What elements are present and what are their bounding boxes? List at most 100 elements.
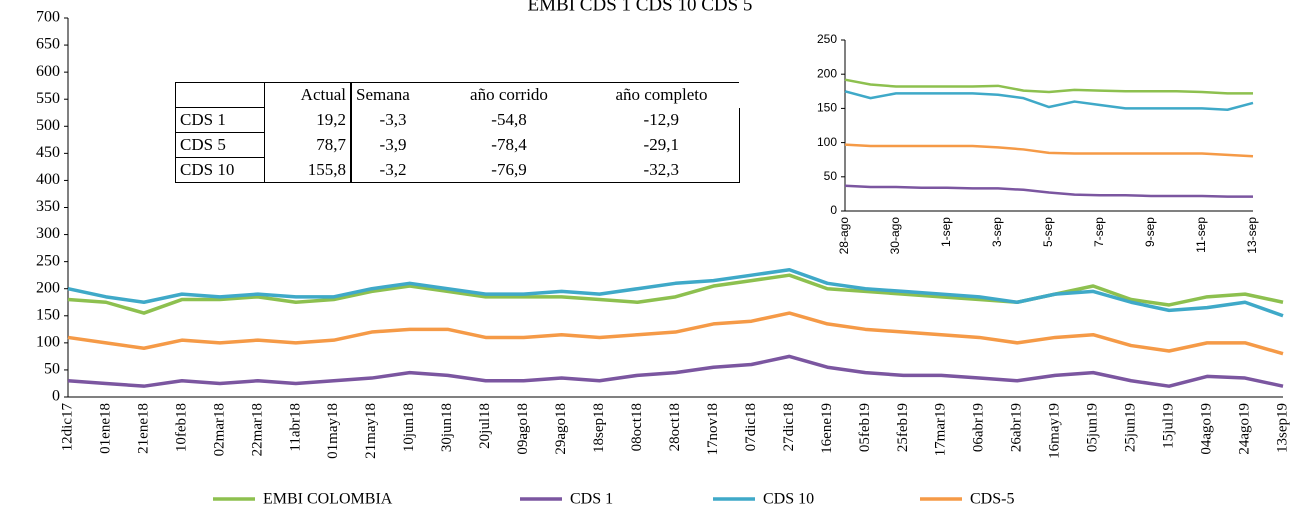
table-row: CDS 10 155,8 -3,2 -76,9 -32,3 — [175, 157, 740, 183]
legend-label: CDS 10 — [763, 491, 814, 508]
table-row: CDS 1 19,2 -3,3 -54,8 -12,9 — [175, 107, 740, 133]
summary-table: Actual Semana año corrido año completo CDS 1… — [175, 82, 740, 183]
series-line — [67, 354, 1284, 388]
table-cell: -76,9 — [434, 157, 584, 183]
y-tick-label: 250 — [36, 252, 60, 269]
table-cell: 78,7 — [316, 135, 346, 154]
table-cell: -32,3 — [584, 157, 740, 183]
x-tick-label: 7-sep — [1092, 217, 1106, 247]
chart-title: EMBI CDS 1 CDS 10 CDS 5 — [528, 0, 753, 15]
inset-chart: 0 50 100 150 200 250 28-ago 30-ago 1-sep 3-sep 5-s… — [817, 32, 1259, 254]
series-line — [844, 143, 1254, 158]
y-tick-label: 200 — [817, 66, 837, 80]
x-tick-label: 1-sep — [939, 217, 953, 247]
x-tick-label: 9-sep — [1143, 217, 1157, 247]
y-tick-label: 150 — [817, 101, 837, 115]
x-tick-label: 17mar19 — [933, 403, 949, 456]
x-tick-label: 08oct18 — [629, 403, 645, 451]
x-tick-label: 21may18 — [363, 403, 379, 459]
x-tick-label: 29ago18 — [553, 403, 569, 455]
x-tick-label: 3-sep — [990, 217, 1004, 247]
x-tick-label: 04ago19 — [1199, 403, 1215, 455]
y-tick-label: 50 — [824, 169, 838, 183]
x-tick-label: 16may19 — [1047, 403, 1063, 459]
table-cell: -3,9 — [350, 132, 434, 158]
y-tick-label: 0 — [52, 388, 60, 405]
table-cell: CDS 1 — [175, 107, 265, 133]
x-tick-label: 10jun18 — [401, 403, 417, 452]
x-tick-label: 28-ago — [837, 217, 851, 255]
x-tick-label: 09ago18 — [515, 403, 531, 455]
x-tick-label: 30jun18 — [439, 403, 455, 452]
series-line — [844, 90, 1254, 112]
x-tick-label: 28oct18 — [667, 403, 683, 451]
main-chart: 0501001502002503003504004505005506006507… — [36, 9, 1290, 508]
y-tick-label: 200 — [36, 279, 60, 296]
y-tick-label: 400 — [36, 171, 60, 188]
table-cell: -29,1 — [584, 132, 740, 158]
x-tick-label: 06abr19 — [971, 403, 987, 452]
x-tick-label: 07dic18 — [743, 403, 759, 451]
x-tick-label: 5-sep — [1041, 217, 1055, 247]
y-tick-label: 450 — [36, 144, 60, 161]
table-cell: -12,9 — [584, 107, 740, 133]
x-tick-label: 05feb19 — [857, 403, 873, 452]
y-tick-label: 650 — [36, 36, 60, 53]
x-tick-label: 02mar18 — [211, 403, 227, 456]
table-row: CDS 5 78,7 -3,9 -78,4 -29,1 — [175, 132, 740, 158]
table-cell: -3,2 — [350, 157, 434, 183]
table-cell: CDS 5 — [175, 132, 265, 158]
x-tick-label: 15jul19 — [1161, 403, 1177, 449]
x-tick-label: 13-sep — [1245, 217, 1259, 254]
x-tick-label: 26abr19 — [1009, 403, 1025, 452]
table-cell: 19,2 — [316, 110, 346, 129]
series-line — [67, 311, 1284, 356]
table-cell: Semana — [350, 82, 434, 108]
series-line — [844, 78, 1253, 95]
legend-label: CDS 1 — [570, 491, 613, 508]
table-cell: -78,4 — [491, 135, 527, 154]
x-tick-label: 24ago19 — [1236, 403, 1252, 455]
x-tick-label: 16ene19 — [819, 403, 835, 454]
x-tick-label: 18sep18 — [591, 403, 607, 453]
x-tick-label: 25feb19 — [895, 403, 911, 452]
y-tick-label: 600 — [36, 63, 60, 80]
y-tick-label: 550 — [36, 90, 60, 107]
x-tick-label: 01may18 — [325, 403, 341, 459]
table-cell: año corrido — [434, 82, 584, 108]
series-line — [67, 273, 1284, 315]
x-tick-label: 10feb18 — [173, 403, 189, 452]
header-row: Actual Semana año corrido año completo — [175, 82, 739, 108]
x-tick-label: 05jun19 — [1085, 403, 1101, 452]
x-tick-label: 17nov18 — [705, 403, 721, 456]
y-tick-label: 300 — [36, 225, 60, 242]
x-tick-label: 21ene18 — [135, 403, 151, 454]
y-tick-label: 350 — [36, 198, 60, 215]
y-tick-label: 500 — [36, 117, 60, 134]
x-tick-label: 13sep19 — [1274, 403, 1290, 453]
series-line — [67, 268, 1284, 318]
table-cell: CDS 10 — [175, 157, 265, 183]
y-tick-label: 100 — [36, 334, 60, 351]
x-tick-label: 20jul18 — [477, 403, 493, 449]
x-tick-label: 25jun19 — [1123, 403, 1139, 452]
y-tick-label: 150 — [36, 306, 60, 323]
table-cell: Actual — [264, 82, 351, 108]
table-cell: año completo — [584, 82, 739, 108]
x-tick-label: 12dic17 — [59, 403, 75, 452]
y-tick-label: 0 — [830, 203, 837, 217]
table-cell — [175, 82, 265, 108]
x-tick-label: 30-ago — [888, 217, 902, 255]
x-tick-label: 11-sep — [1194, 217, 1208, 253]
y-tick-label: 50 — [44, 361, 60, 378]
table-cell: -54,8 — [491, 110, 527, 129]
legend-label: CDS-5 — [970, 491, 1014, 508]
y-tick-label: 700 — [36, 9, 60, 26]
table-cell: 155,8 — [264, 157, 351, 183]
table-cell: -3,3 — [350, 107, 434, 133]
x-tick-label: 27dic18 — [781, 403, 797, 451]
y-tick-label: 100 — [817, 135, 837, 149]
